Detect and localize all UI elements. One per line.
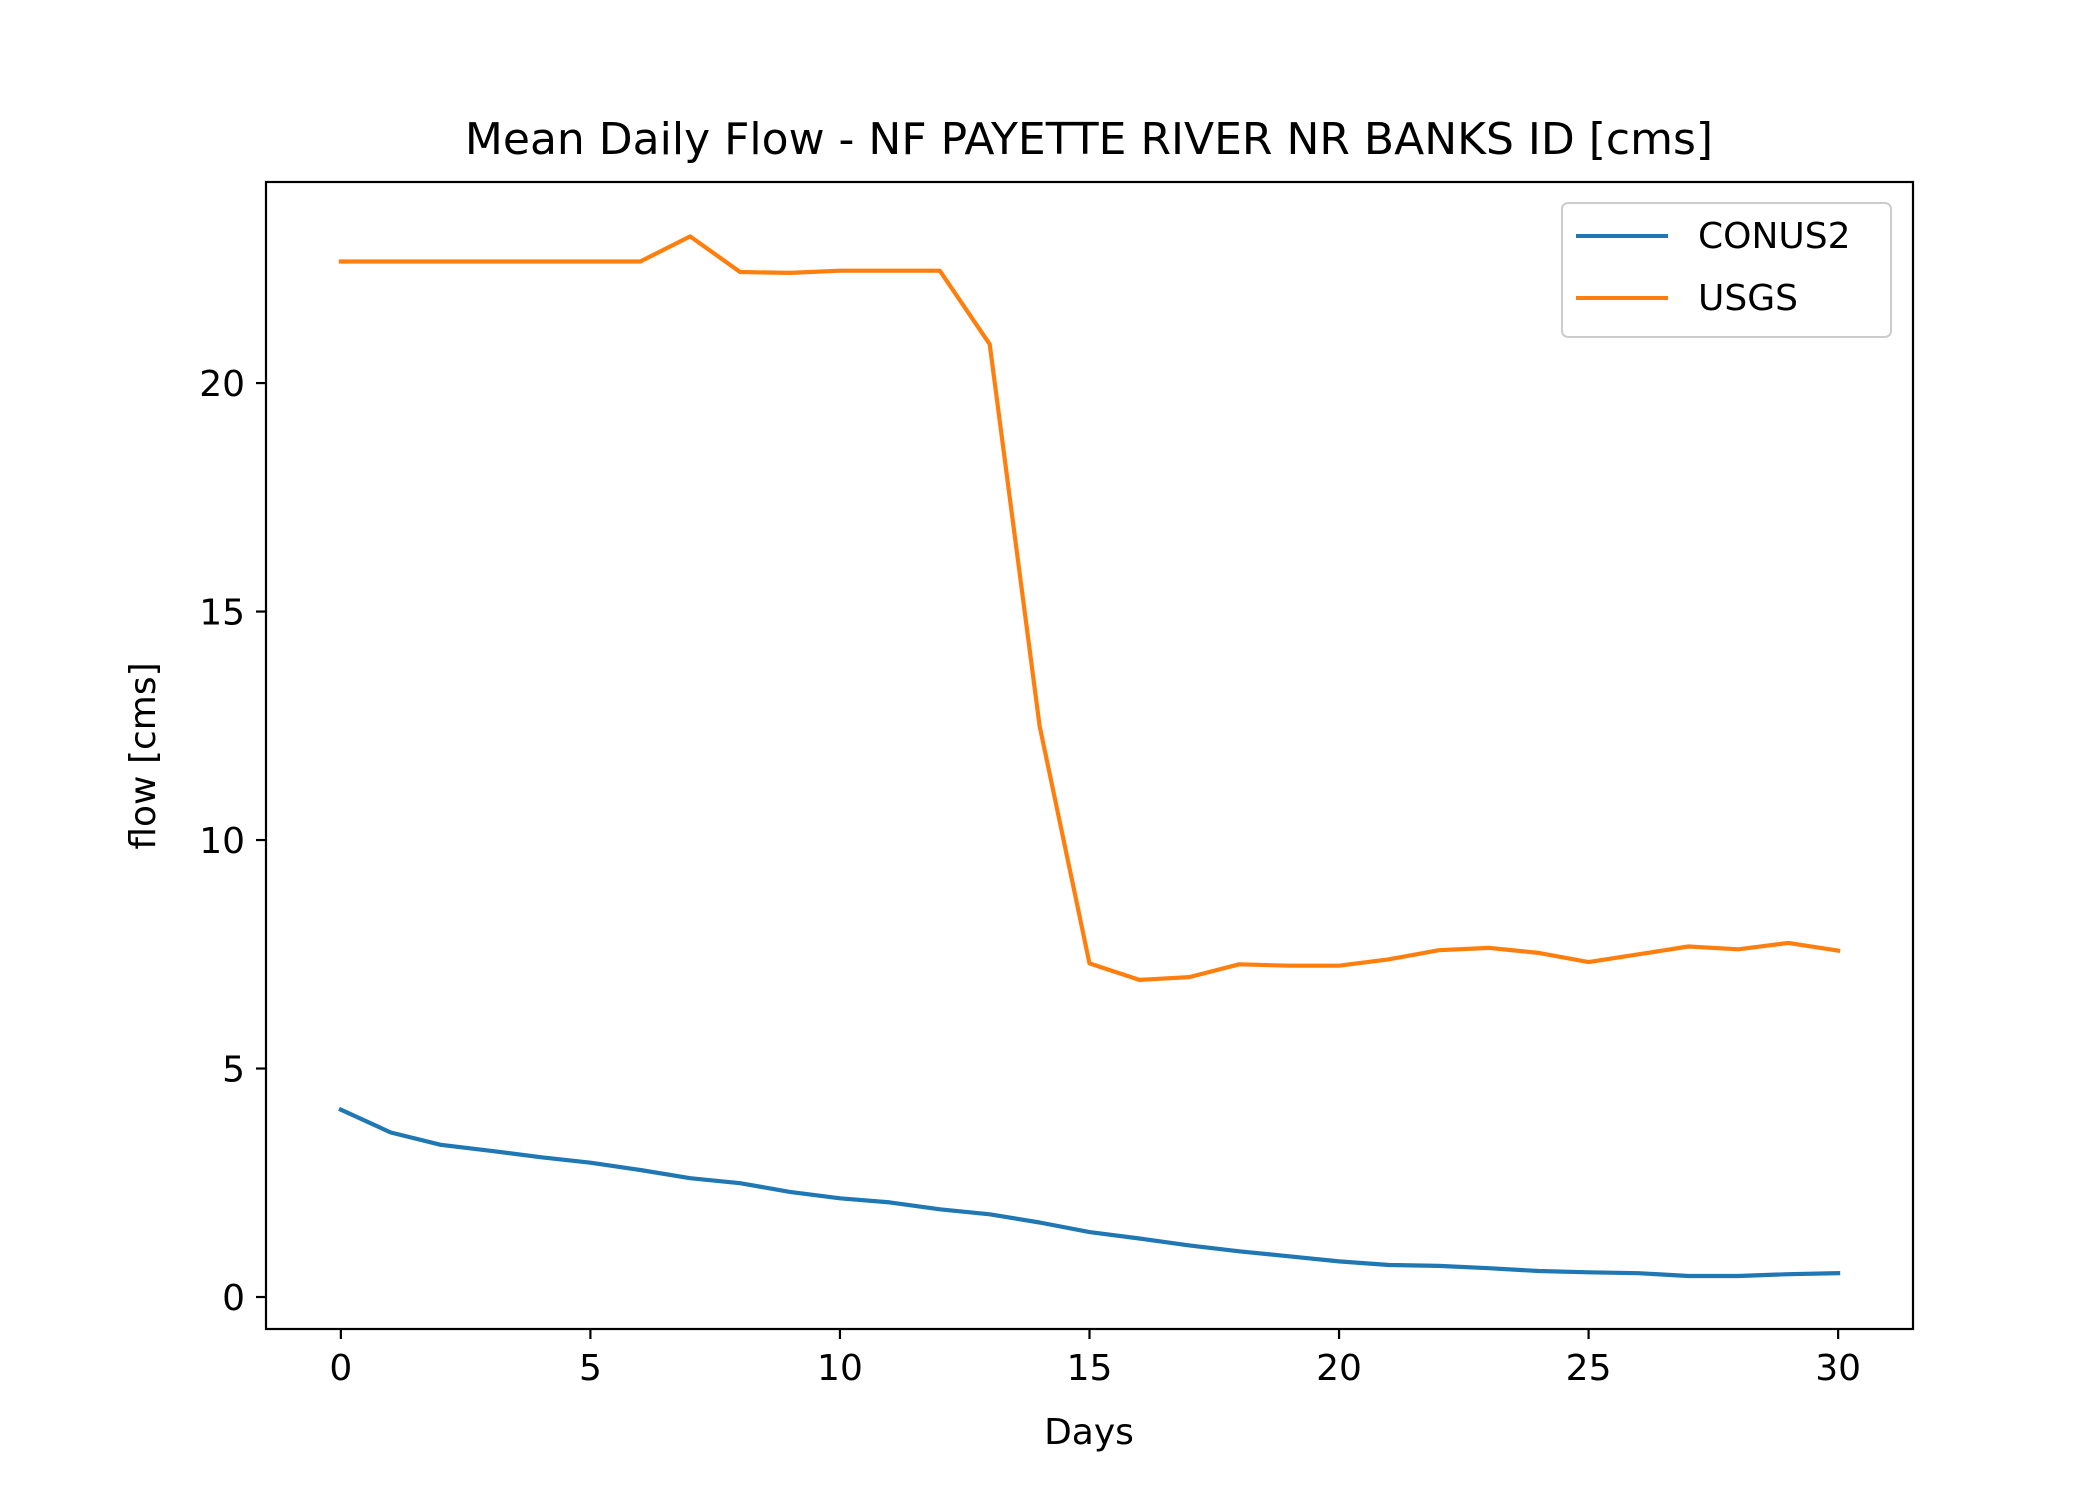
legend-label-conus2: CONUS2 (1698, 216, 1851, 257)
x-axis-ticks: 0 5 10 15 20 25 30 (329, 1329, 1861, 1389)
plot-background (266, 182, 1913, 1329)
plot-area (264, 180, 1915, 1331)
x-axis-label: Days (1044, 1412, 1134, 1453)
y-axis-ticks: 0 5 10 15 20 (199, 364, 266, 1319)
legend: CONUS2 USGS (1561, 202, 1892, 338)
x-tick-label: 25 (1566, 1348, 1612, 1389)
chart-title: Mean Daily Flow - NF PAYETTE RIVER NR BA… (465, 114, 1713, 165)
series-layer (338, 234, 1841, 1279)
series-line-conus2 (338, 1106, 1841, 1279)
x-tick-label: 15 (1067, 1348, 1113, 1389)
x-tick-label: 10 (817, 1348, 863, 1389)
x-tick-label: 30 (1815, 1348, 1861, 1389)
legend-label-usgs: USGS (1698, 278, 1798, 319)
series-line-usgs (338, 234, 1841, 983)
y-tick-label: 0 (222, 1278, 245, 1319)
x-tick-label: 5 (579, 1348, 602, 1389)
x-tick-label: 0 (329, 1348, 352, 1389)
y-axis-label: flow [cms] (123, 662, 164, 849)
y-tick-label: 10 (199, 821, 245, 862)
y-tick-label: 20 (199, 364, 245, 405)
x-tick-label: 20 (1316, 1348, 1362, 1389)
y-tick-label: 5 (222, 1050, 245, 1091)
y-tick-label: 15 (199, 593, 245, 634)
